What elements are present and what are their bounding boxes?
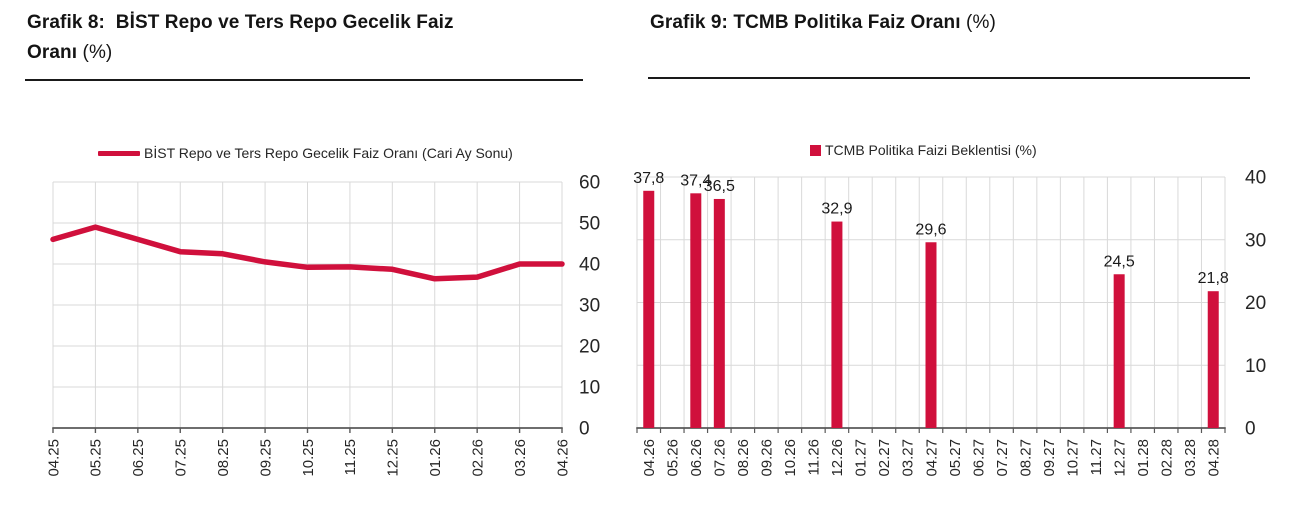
grafik8-title-underline (25, 79, 583, 81)
bar-data-label: 24,5 (1104, 253, 1135, 270)
x-axis-label: 12.25 (385, 439, 402, 477)
x-axis-label: 06.25 (130, 439, 147, 477)
x-axis-label: 04.26 (554, 439, 571, 477)
x-axis-label: 05.27 (947, 439, 964, 477)
x-axis-label: 08.26 (735, 439, 752, 477)
bar-series-swatch (810, 144, 821, 156)
grafik8-title-line1: Grafik 8: BİST Repo ve Ters Repo Gecelik… (27, 12, 454, 33)
x-axis-label: 04.27 (923, 439, 940, 477)
grafik8-legend-label: BİST Repo ve Ters Repo Gecelik Faiz Oran… (144, 145, 513, 161)
grafik9-legend-label: TCMB Politika Faizi Beklentisi (%) (825, 142, 1037, 158)
y-axis-label: 40 (579, 255, 600, 276)
y-axis-label: 0 (579, 419, 590, 440)
policy-rate-bar (925, 242, 937, 428)
bar-data-label: 37,8 (633, 170, 664, 187)
x-axis-label: 05.25 (88, 439, 105, 477)
policy-rate-bar (831, 221, 843, 428)
x-axis-label: 02.26 (469, 439, 486, 477)
x-axis-label: 12.26 (829, 439, 846, 477)
grafik8-legend: BİST Repo ve Ters Repo Gecelik Faiz Oran… (98, 145, 513, 161)
x-axis-label: 09.27 (1041, 439, 1058, 477)
x-axis-label: 07.25 (173, 439, 190, 477)
x-axis-label: 08.25 (215, 439, 232, 477)
policy-rate-bar (690, 193, 702, 428)
y-axis-label: 20 (579, 337, 600, 358)
grafik9-title-text: Grafik 9: TCMB Politika Faiz Oranı (650, 12, 961, 33)
x-axis-label: 06.26 (688, 439, 705, 477)
x-axis-label: 04.28 (1205, 439, 1222, 477)
x-axis-label: 03.26 (512, 439, 529, 477)
x-axis-label: 04.26 (641, 439, 658, 477)
y-axis-label: 10 (1245, 356, 1266, 377)
grafik8-title-unit: (%) (82, 42, 113, 63)
x-axis-label: 02.28 (1158, 439, 1175, 477)
x-axis-label: 11.25 (342, 439, 359, 475)
policy-rate-bar (713, 198, 725, 428)
y-axis-label: 30 (1245, 230, 1266, 251)
policy-rate-bar (643, 190, 655, 428)
x-axis-label: 01.26 (427, 439, 444, 477)
grafik9-title-unit: (%) (966, 12, 996, 33)
bar-data-label: 37,4 (680, 172, 711, 189)
line-series-swatch (98, 150, 140, 156)
x-axis-label: 06.27 (970, 439, 987, 477)
x-axis-label: 10.26 (782, 439, 799, 477)
x-axis-label: 11.27 (1088, 439, 1105, 475)
bar-data-label: 21,8 (1198, 270, 1229, 287)
y-axis-label: 20 (1245, 293, 1266, 314)
bar-data-label: 32,9 (821, 201, 852, 218)
y-axis-label: 40 (1245, 168, 1266, 189)
repo-rate-line (50, 224, 565, 282)
x-axis-label: 05.26 (665, 439, 682, 477)
bar-data-label: 29,6 (915, 221, 946, 238)
x-axis-label: 01.27 (853, 439, 870, 477)
x-axis-label: 11.26 (806, 439, 823, 475)
grafik9-title-underline (648, 77, 1250, 79)
x-axis-label: 03.28 (1182, 439, 1199, 477)
y-axis-label: 10 (579, 378, 600, 399)
y-axis-label: 0 (1245, 419, 1256, 440)
x-axis-label: 09.26 (759, 439, 776, 477)
policy-rate-bar (1207, 291, 1219, 428)
bar-data-label: 36,5 (704, 178, 735, 195)
policy-rate-bar (1113, 274, 1125, 428)
x-axis-label: 02.27 (876, 439, 893, 477)
x-axis-label: 08.27 (1017, 439, 1034, 477)
x-axis-label: 07.27 (994, 439, 1011, 477)
bar-chart-canvas: 0 10 20 30 40 04.26 05.26 06.26 07.26 08.26 09.26 1… (633, 168, 1266, 477)
line-chart-canvas: 0 10 20 30 40 50 60 04.25 05.25 06.25 07.25 08.25 09… (45, 173, 600, 477)
x-axis-label: 01.28 (1135, 439, 1152, 477)
x-axis-label: 04.25 (45, 439, 62, 477)
grafik8-title-line2: Oranı (27, 42, 78, 63)
x-axis-label: 10.25 (300, 439, 317, 477)
x-axis-label: 07.26 (712, 439, 729, 477)
x-axis-label: 12.27 (1111, 439, 1128, 477)
y-axis-label: 30 (579, 296, 600, 317)
x-axis-label: 03.27 (900, 439, 917, 477)
grafik9-title: Grafik 9: TCMB Politika Faiz Oranı (%) (650, 8, 1280, 38)
y-axis-label: 60 (579, 173, 600, 194)
x-axis-label: 09.25 (257, 439, 274, 477)
grafik9-legend: TCMB Politika Faizi Beklentisi (%) (810, 142, 1037, 158)
x-axis-label: 10.27 (1064, 439, 1081, 477)
grafik8-title: Grafik 8: BİST Repo ve Ters Repo Gecelik… (27, 8, 602, 68)
y-axis-label: 50 (579, 214, 600, 235)
